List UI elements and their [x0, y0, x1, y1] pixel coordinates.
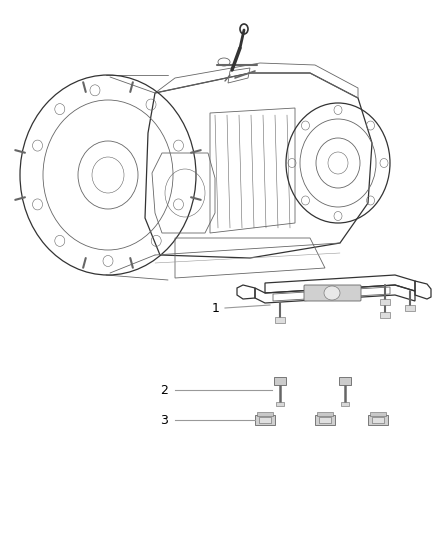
FancyBboxPatch shape	[370, 412, 386, 416]
FancyBboxPatch shape	[339, 377, 351, 385]
FancyBboxPatch shape	[304, 285, 361, 301]
FancyBboxPatch shape	[257, 412, 273, 416]
FancyBboxPatch shape	[276, 402, 284, 406]
FancyBboxPatch shape	[274, 377, 286, 385]
FancyBboxPatch shape	[372, 417, 384, 423]
FancyBboxPatch shape	[275, 317, 285, 323]
Text: 2: 2	[160, 384, 168, 397]
FancyBboxPatch shape	[259, 417, 271, 423]
FancyBboxPatch shape	[315, 415, 335, 425]
Text: 3: 3	[160, 414, 168, 426]
FancyBboxPatch shape	[317, 412, 333, 416]
FancyBboxPatch shape	[255, 415, 275, 425]
FancyBboxPatch shape	[368, 415, 388, 425]
FancyBboxPatch shape	[405, 305, 415, 311]
Text: 1: 1	[212, 302, 220, 314]
FancyBboxPatch shape	[341, 402, 349, 406]
Ellipse shape	[324, 286, 340, 300]
FancyBboxPatch shape	[380, 299, 390, 305]
FancyBboxPatch shape	[319, 417, 331, 423]
FancyBboxPatch shape	[380, 312, 390, 318]
